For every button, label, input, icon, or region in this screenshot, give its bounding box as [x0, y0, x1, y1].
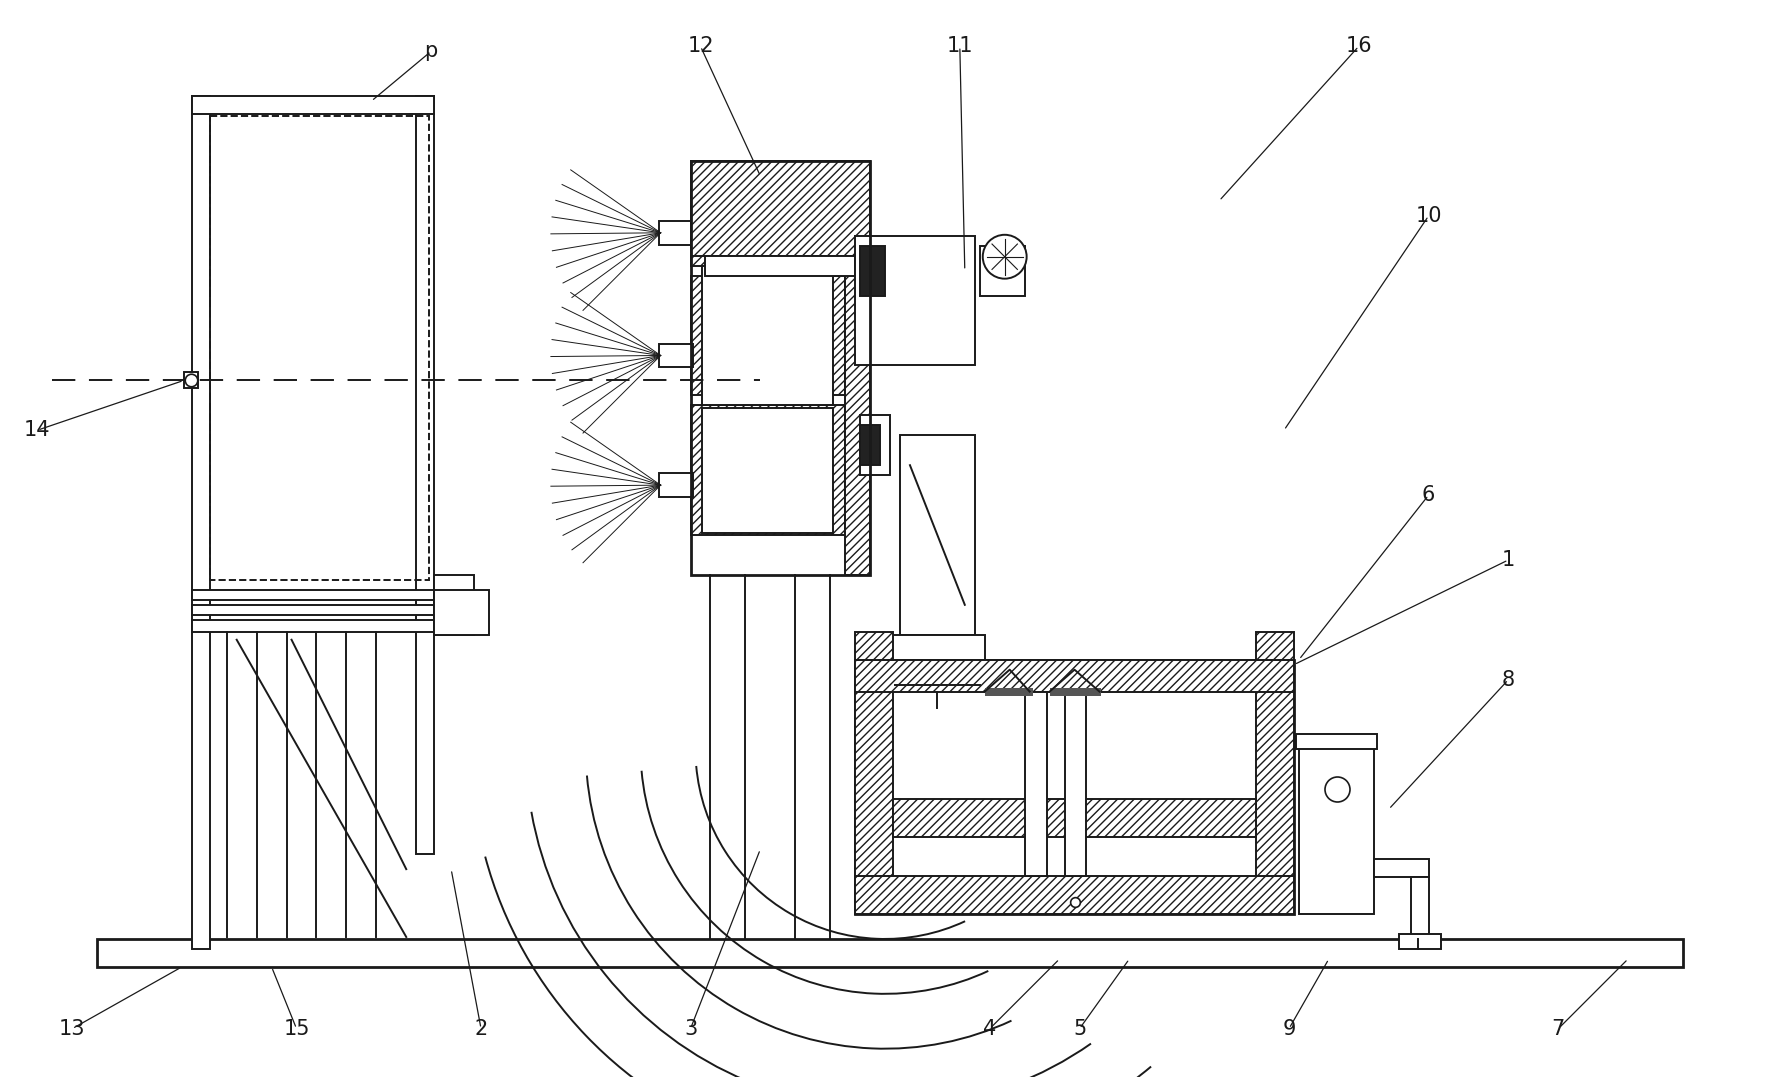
Bar [183, 372, 197, 388]
Bar [1255, 632, 1294, 660]
Bar [1410, 877, 1428, 942]
Text: p: p [425, 41, 437, 61]
Bar [1049, 688, 1101, 695]
Bar [855, 876, 1294, 914]
Bar [1296, 734, 1376, 749]
Text: 15: 15 [283, 1019, 309, 1039]
Bar [1399, 934, 1440, 949]
Text: 1: 1 [1502, 550, 1515, 570]
Bar [192, 96, 210, 949]
Bar [1065, 692, 1086, 876]
Bar [192, 620, 434, 632]
Bar [210, 116, 428, 580]
Bar [658, 221, 692, 245]
Bar [900, 436, 974, 635]
Bar [893, 799, 1255, 838]
Bar [706, 255, 855, 276]
Bar [192, 96, 434, 114]
Bar [98, 939, 1684, 967]
Bar [702, 409, 834, 533]
Text: 13: 13 [59, 1019, 85, 1039]
Bar [861, 415, 891, 475]
Bar [690, 405, 845, 535]
Bar [690, 161, 845, 265]
Text: 3: 3 [685, 1019, 697, 1039]
Bar [861, 426, 880, 466]
Bar [1374, 859, 1428, 877]
Bar [658, 344, 692, 368]
Text: 7: 7 [1552, 1019, 1565, 1039]
Bar [985, 688, 1033, 695]
Bar [434, 575, 475, 635]
Text: 5: 5 [1072, 1019, 1086, 1039]
Text: 14: 14 [23, 420, 50, 440]
Bar [690, 161, 869, 255]
Bar [900, 665, 974, 690]
Bar [861, 246, 885, 295]
Bar [855, 660, 1294, 914]
Text: 2: 2 [475, 1019, 487, 1039]
Bar [1255, 660, 1294, 914]
Text: 11: 11 [946, 37, 973, 56]
Text: 9: 9 [1282, 1019, 1296, 1039]
Bar [980, 246, 1024, 295]
Bar [434, 590, 489, 635]
Bar [891, 635, 985, 665]
Text: 8: 8 [1502, 669, 1515, 690]
Text: 4: 4 [983, 1019, 996, 1039]
Bar [855, 632, 893, 660]
Text: 6: 6 [1422, 485, 1435, 506]
Bar [855, 660, 1294, 692]
Bar [845, 161, 869, 575]
Text: 16: 16 [1346, 37, 1373, 56]
Bar [416, 96, 434, 854]
Text: 12: 12 [688, 37, 713, 56]
Bar [855, 236, 974, 365]
Bar [1300, 740, 1374, 914]
Text: 10: 10 [1415, 206, 1442, 225]
Bar [855, 660, 893, 914]
Bar [192, 605, 434, 614]
Bar [909, 690, 965, 707]
Bar [702, 265, 834, 405]
Bar [1024, 692, 1047, 876]
Bar [690, 276, 845, 396]
Bar [690, 161, 869, 575]
Bar [192, 590, 434, 599]
Bar [658, 473, 692, 497]
Circle shape [983, 235, 1026, 279]
